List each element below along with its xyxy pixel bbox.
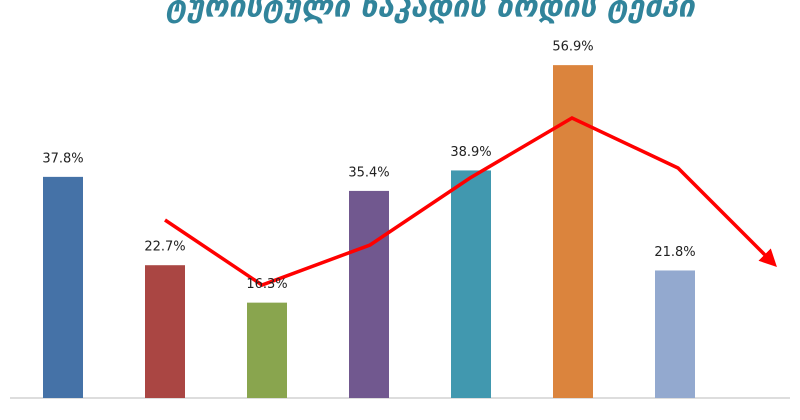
- bars: [43, 65, 695, 398]
- bar: [43, 176, 83, 398]
- bar: [145, 265, 185, 398]
- bar: [247, 302, 287, 398]
- value-label: 35.4%: [348, 165, 389, 180]
- value-label: 21.8%: [654, 245, 695, 260]
- bar: [553, 65, 593, 398]
- trend-arrow: [164, 116, 777, 287]
- chart-title: ტურისტული ნაკადის ზრდის ტემპი: [165, 0, 696, 25]
- value-label: 37.8%: [42, 151, 83, 166]
- value-label: 38.9%: [450, 145, 491, 160]
- bar: [451, 170, 491, 398]
- value-label: 56.9%: [552, 40, 593, 55]
- value-label: 22.7%: [144, 240, 185, 255]
- bar: [349, 190, 389, 398]
- value-label: 16.3%: [246, 277, 287, 292]
- bar: [655, 270, 695, 398]
